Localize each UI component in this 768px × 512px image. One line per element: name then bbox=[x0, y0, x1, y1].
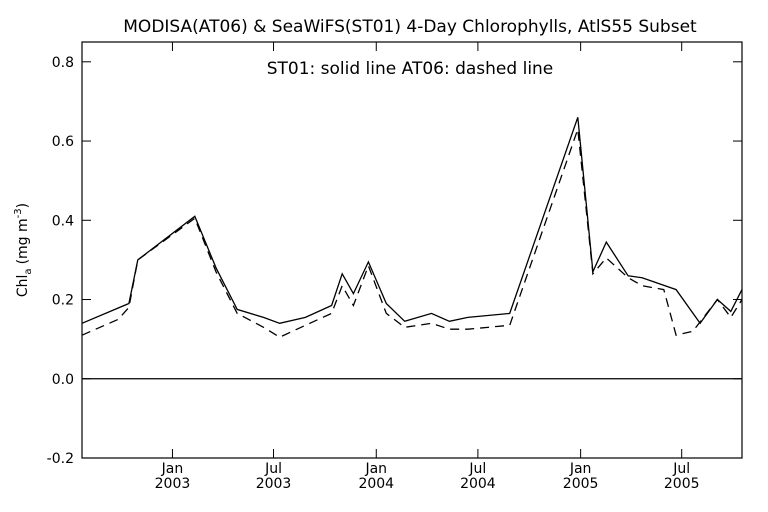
y-label-superscript: -3 bbox=[13, 208, 24, 218]
x-tick-month-label: Jul bbox=[468, 461, 486, 477]
y-label-units: (mg m bbox=[15, 218, 31, 264]
x-tick-year-label: 2005 bbox=[563, 476, 599, 492]
y-label-close: ) bbox=[15, 203, 31, 208]
x-tick-year-label: 2005 bbox=[664, 476, 700, 492]
x-tick-year-label: 2003 bbox=[155, 476, 191, 492]
y-tick-label: 0.2 bbox=[52, 293, 74, 309]
y-label-main: Chl bbox=[15, 275, 31, 298]
x-tick-month-label: Jan bbox=[569, 461, 592, 477]
x-tick-year-label: 2004 bbox=[460, 476, 496, 492]
y-label-subscript: a bbox=[23, 268, 34, 274]
y-axis-label: Chla (mg m-3) bbox=[13, 203, 34, 297]
y-tick-label: 0.8 bbox=[52, 55, 74, 71]
y-tick-label: 0.0 bbox=[52, 372, 74, 388]
series-line-at06 bbox=[81, 128, 743, 338]
y-tick-label: 0.4 bbox=[52, 213, 74, 229]
y-tick-label: -0.2 bbox=[47, 451, 74, 467]
x-tick-month-label: Jul bbox=[672, 461, 690, 477]
series-layer bbox=[81, 117, 743, 338]
x-tick-year-label: 2003 bbox=[256, 476, 292, 492]
x-tick-month-label: Jan bbox=[364, 461, 387, 477]
axis-ticks: -0.20.00.20.40.60.8Jan2003Jul2003Jan2004… bbox=[47, 42, 742, 492]
x-tick-month-label: Jan bbox=[161, 461, 184, 477]
chart-title: MODISA(AT06) & SeaWiFS(ST01) 4-Day Chlor… bbox=[123, 17, 697, 37]
x-tick-year-label: 2004 bbox=[358, 476, 394, 492]
plot-frame bbox=[81, 41, 743, 459]
x-tick-month-label: Jul bbox=[264, 461, 282, 477]
series-line-st01 bbox=[81, 117, 743, 325]
y-tick-label: 0.6 bbox=[52, 134, 74, 150]
legend-annotation: ST01: solid line AT06: dashed line bbox=[267, 59, 554, 79]
